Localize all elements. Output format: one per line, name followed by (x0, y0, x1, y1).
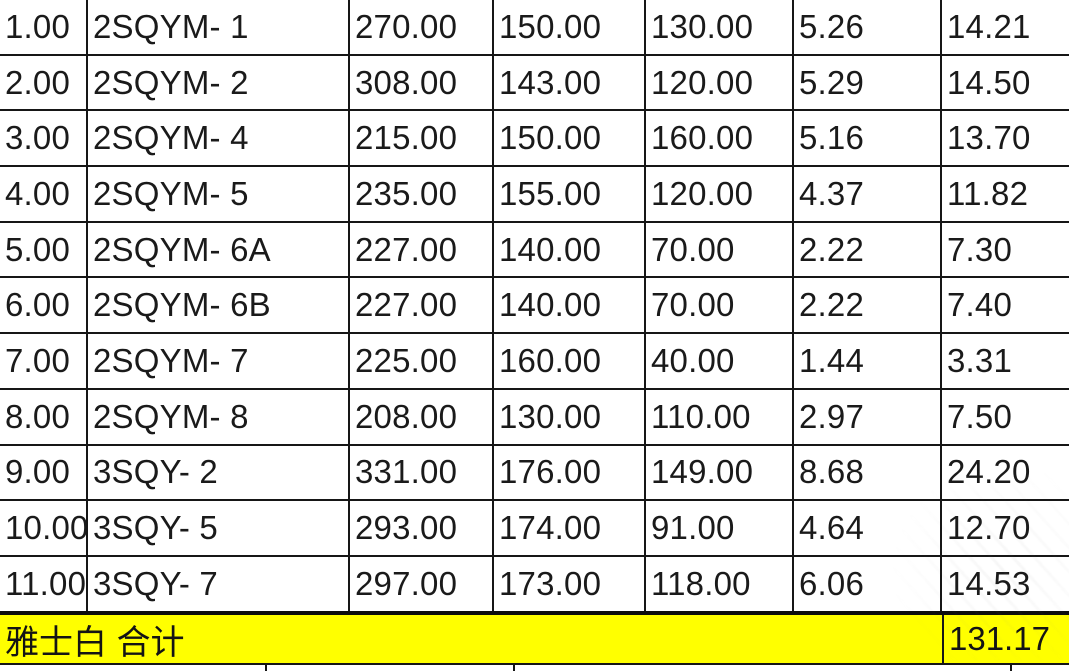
table-cell[interactable]: 118.00 (646, 556, 794, 611)
table-cell[interactable]: 10.00 (0, 501, 88, 555)
table-row: 4.00 2SQYM- 5 235.00 155.00 120.00 4.37 11.82 (0, 167, 1069, 223)
table-cell[interactable]: 2.00 (0, 55, 88, 110)
table-cell[interactable]: 120.00 (646, 167, 794, 221)
table-cell[interactable]: 4.37 (794, 167, 942, 221)
table-row: 6.00 2SQYM- 6B 227.00 140.00 70.00 2.22 7.40 (0, 278, 1069, 335)
table-cell[interactable]: 91.00 (646, 501, 794, 555)
table-row: 8.00 2SQYM- 8 208.00 130.00 110.00 2.97 7.50 (0, 389, 1069, 446)
table-cell[interactable]: 11.00 (0, 556, 88, 611)
table-cell[interactable]: 3SQY- 2 (88, 445, 350, 500)
table-cell[interactable]: 140.00 (494, 278, 646, 333)
table-cell[interactable]: 149.00 (646, 445, 794, 500)
table-cell[interactable]: 2SQYM- 8 (88, 389, 350, 444)
table-row: 10.00 3SQY- 5 293.00 174.00 91.00 4.64 12.70 (0, 501, 1069, 557)
table-cell[interactable]: 227.00 (350, 222, 494, 277)
table-cell[interactable]: 5.26 (794, 0, 942, 54)
table-cell[interactable]: 160.00 (494, 334, 646, 388)
table-row: 3.00 2SQYM- 4 215.00 150.00 160.00 5.16 13.70 (0, 111, 1069, 168)
table-cell[interactable]: 5.16 (794, 111, 942, 166)
table-row: 7.00 2SQYM- 7 225.00 160.00 40.00 1.44 3.31 (0, 334, 1069, 390)
table-cell[interactable]: 9.00 (0, 445, 88, 500)
table-cell[interactable]: 3.00 (0, 111, 88, 166)
table-cell[interactable]: 7.40 (947, 286, 1013, 324)
total-row-value[interactable]: 131.17 (942, 614, 1069, 664)
table-row: 5.00 2SQYM- 6A 227.00 140.00 70.00 2.22 7.30 (0, 222, 1069, 279)
table-cell[interactable]: 293.00 (350, 501, 494, 555)
table-cell[interactable]: 120.00 (646, 55, 794, 110)
table-cell[interactable]: 11.82 (947, 174, 1029, 212)
table-row: 2.00 2SQYM- 2 308.00 143.00 120.00 5.29 14.50 (0, 55, 1069, 112)
table-cell[interactable]: 2.22 (794, 278, 942, 333)
table-cell[interactable]: 130.00 (494, 389, 646, 444)
table-cell[interactable]: 227.00 (350, 278, 494, 333)
table-cell[interactable]: 2SQYM- 2 (88, 55, 350, 110)
table-cell[interactable]: 14.53 (947, 564, 1031, 602)
table-row: 11.00 3SQY- 7 297.00 173.00 118.00 6.06 14.53 (0, 556, 1069, 615)
table-row: 1.00 2SQYM- 1 270.00 150.00 130.00 5.26 14.21 (0, 0, 1069, 56)
table-cell[interactable]: 130.00 (646, 0, 794, 54)
table-cell[interactable]: 3SQY- 5 (88, 501, 350, 555)
table-cell[interactable]: 7.50 (947, 397, 1013, 435)
table-cell[interactable]: 14.50 (947, 63, 1031, 101)
table-cell[interactable]: 5.00 (0, 222, 88, 277)
table-cell[interactable]: 2SQYM- 7 (88, 334, 350, 388)
table-cell[interactable]: 8.68 (794, 445, 942, 500)
table-cell[interactable]: 225.00 (350, 334, 494, 388)
table-cell[interactable]: 143.00 (494, 55, 646, 110)
table-cell[interactable]: 150.00 (494, 0, 646, 54)
table-body: 1.00 2SQYM- 1 270.00 150.00 130.00 5.26 14.21 2… (0, 0, 1069, 615)
table-cell[interactable]: 70.00 (646, 278, 794, 333)
table-cell[interactable]: 5.29 (794, 55, 942, 110)
table-cell[interactable]: 208.00 (350, 389, 494, 444)
table-cell[interactable]: 140.00 (494, 222, 646, 277)
table-cell[interactable]: 7.00 (0, 334, 88, 388)
table-cell[interactable]: 7.30 (947, 230, 1013, 268)
table-cell[interactable]: 4.64 (794, 501, 942, 555)
table-cell[interactable]: 2SQYM- 6B (88, 278, 350, 333)
table-cell[interactable]: 2SQYM- 4 (88, 111, 350, 166)
table-cell[interactable]: 14.21 (947, 7, 1031, 45)
table-cell[interactable]: 297.00 (350, 556, 494, 611)
table-cell[interactable]: 24.20 (947, 453, 1031, 491)
table-cell[interactable]: 235.00 (350, 167, 494, 221)
table-cell[interactable]: 110.00 (646, 389, 794, 444)
next-row-partial (0, 664, 1069, 671)
table-row: 9.00 3SQY- 2 331.00 176.00 149.00 8.68 24.20 (0, 445, 1069, 502)
table-cell[interactable]: 4.00 (0, 167, 88, 221)
table-cell[interactable]: 2SQYM- 6A (88, 222, 350, 277)
table-cell[interactable]: 174.00 (494, 501, 646, 555)
table-cell[interactable]: 70.00 (646, 222, 794, 277)
grid-line-stub (1010, 664, 1012, 671)
table-cell[interactable]: 160.00 (646, 111, 794, 166)
table-cell[interactable]: 176.00 (494, 445, 646, 500)
table-cell[interactable]: 173.00 (494, 556, 646, 611)
grid-line-stub (265, 664, 267, 671)
table-cell[interactable]: 2SQYM- 1 (88, 0, 350, 54)
table-cell[interactable]: 150.00 (494, 111, 646, 166)
grid-line-stub (513, 664, 515, 671)
total-row-label[interactable]: 雅士白 合计 (5, 623, 185, 662)
table-cell[interactable]: 12.70 (947, 509, 1031, 547)
table-cell[interactable]: 155.00 (494, 167, 646, 221)
table-cell[interactable]: 2SQYM- 5 (88, 167, 350, 221)
table-cell[interactable]: 40.00 (646, 334, 794, 388)
table-cell[interactable]: 215.00 (350, 111, 494, 166)
table-cell[interactable]: 1.44 (794, 334, 942, 388)
table-cell[interactable]: 6.06 (794, 556, 942, 611)
table-cell[interactable]: 331.00 (350, 445, 494, 500)
total-row[interactable]: 雅士白 合计 131.17 (0, 614, 1069, 665)
table-cell[interactable]: 13.70 (947, 119, 1031, 157)
table-cell[interactable]: 3.31 (947, 341, 1013, 379)
table-cell[interactable]: 308.00 (350, 55, 494, 110)
table-cell[interactable]: 6.00 (0, 278, 88, 333)
table-cell[interactable]: 2.97 (794, 389, 942, 444)
table-cell[interactable]: 1.00 (0, 0, 88, 54)
table-cell[interactable]: 270.00 (350, 0, 494, 54)
table-cell[interactable]: 2.22 (794, 222, 942, 277)
table-cell[interactable]: 8.00 (0, 389, 88, 444)
table-cell[interactable]: 3SQY- 7 (88, 556, 350, 611)
